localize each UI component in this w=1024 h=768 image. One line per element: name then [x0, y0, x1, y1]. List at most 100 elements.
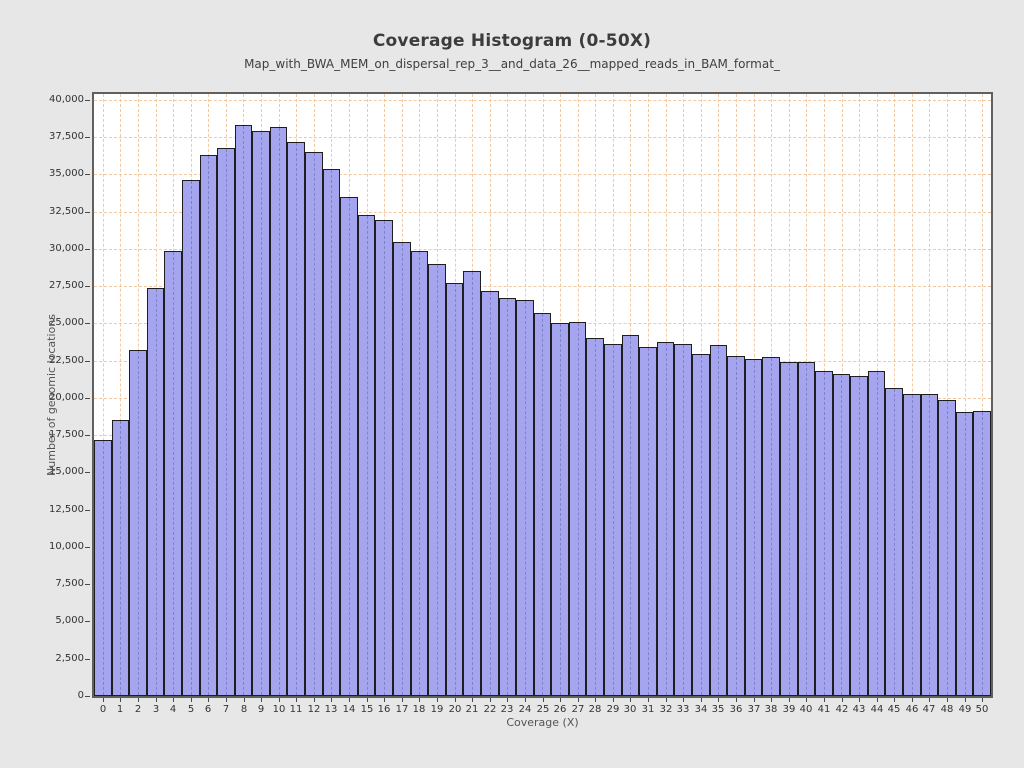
plot-area: [92, 92, 993, 698]
x-tick-mark: [279, 698, 280, 702]
x-tick-mark: [472, 698, 473, 702]
histogram-bar: [199, 155, 218, 696]
histogram-bar: [164, 251, 182, 696]
x-axis-title: Coverage (X): [506, 716, 579, 729]
y-tick-label: 10,000: [49, 541, 84, 552]
y-tick-label: 15,000: [49, 466, 84, 477]
y-tick-mark: [85, 659, 90, 660]
x-tick-label: 16: [377, 704, 391, 715]
x-tick-label: 36: [729, 704, 743, 715]
x-tick-label: 5: [187, 704, 195, 715]
histogram-bar: [129, 350, 147, 696]
y-tick-mark: [85, 584, 90, 585]
x-tick-mark: [191, 698, 192, 702]
histogram-bar: [428, 263, 446, 696]
histogram-bar: [797, 362, 816, 696]
x-tick-label: 44: [870, 704, 884, 715]
x-tick-mark: [842, 698, 843, 702]
histogram-bar: [762, 357, 780, 696]
histogram-bar: [568, 322, 587, 696]
histogram-bar: [111, 419, 130, 696]
x-tick-label: 43: [852, 704, 866, 715]
histogram-bar: [287, 142, 306, 696]
histogram-bar: [955, 412, 974, 696]
y-tick-mark: [85, 398, 90, 399]
x-tick-mark: [349, 698, 350, 702]
histogram-bar: [903, 394, 921, 696]
x-tick-mark: [314, 698, 315, 702]
x-tick-label: 47: [922, 704, 936, 715]
histogram-bar: [252, 130, 270, 696]
x-tick-label: 10: [272, 704, 286, 715]
histogram-bar: [234, 125, 253, 696]
x-tick-label: 23: [500, 704, 514, 715]
x-tick-label: 50: [975, 704, 989, 715]
y-tick-label: 20,000: [49, 392, 84, 403]
x-tick-mark: [261, 698, 262, 702]
histogram-bar: [656, 342, 675, 696]
histogram-bar: [709, 345, 728, 696]
histogram-bar: [973, 411, 991, 696]
x-tick-label: 40: [799, 704, 813, 715]
y-tick-label: 30,000: [49, 243, 84, 254]
x-tick-mark: [560, 698, 561, 702]
x-tick-mark: [138, 698, 139, 702]
x-tick-mark: [244, 698, 245, 702]
x-gridline: [102, 94, 104, 696]
x-tick-label: 27: [571, 704, 585, 715]
histogram-bar: [938, 400, 956, 696]
x-gridline: [120, 94, 122, 696]
x-tick-mark: [789, 698, 790, 702]
y-tick-mark: [85, 100, 90, 101]
y-tick-mark: [85, 547, 90, 548]
y-tick-label: 25,000: [49, 317, 84, 328]
x-tick-label: 21: [465, 704, 479, 715]
x-tick-mark: [736, 698, 737, 702]
x-tick-mark: [384, 698, 385, 702]
x-tick-label: 1: [116, 704, 124, 715]
histogram-bar: [305, 152, 323, 696]
y-tick-label: 35,000: [49, 168, 84, 179]
histogram-bar: [340, 196, 358, 696]
x-tick-mark: [367, 698, 368, 702]
x-tick-mark: [806, 698, 807, 702]
y-tick-mark: [85, 174, 90, 175]
y-tick-mark: [85, 435, 90, 436]
histogram-bar: [867, 371, 886, 696]
y-tick-label: 0: [77, 690, 84, 701]
x-tick-label: 31: [641, 704, 655, 715]
x-tick-label: 45: [887, 704, 901, 715]
histogram-bar: [146, 287, 165, 696]
x-tick-label: 24: [518, 704, 532, 715]
histogram-bar: [551, 323, 569, 696]
x-tick-label: 48: [940, 704, 954, 715]
y-tick-mark: [85, 137, 90, 138]
y-tick-mark: [85, 212, 90, 213]
x-tick-label: 49: [958, 704, 972, 715]
histogram-bar: [269, 126, 288, 696]
x-tick-label: 33: [676, 704, 690, 715]
x-tick-label: 28: [588, 704, 602, 715]
x-tick-label: 11: [289, 704, 303, 715]
histogram-bar: [586, 337, 605, 696]
x-tick-mark: [173, 698, 174, 702]
histogram-bar: [498, 298, 517, 696]
histogram-bar: [480, 291, 499, 696]
y-tick-mark: [85, 621, 90, 622]
x-tick-mark: [912, 698, 913, 702]
x-tick-label: 25: [536, 704, 550, 715]
x-tick-mark: [877, 698, 878, 702]
x-tick-mark: [824, 698, 825, 702]
histogram-bar: [375, 219, 393, 696]
histogram-bar: [357, 214, 376, 696]
x-tick-label: 19: [430, 704, 444, 715]
histogram-bar: [516, 299, 534, 696]
y-tick-mark: [85, 510, 90, 511]
y-tick-label: 22,500: [49, 355, 84, 366]
x-tick-mark: [666, 698, 667, 702]
x-tick-mark: [894, 698, 895, 702]
x-tick-label: 8: [240, 704, 248, 715]
x-tick-label: 32: [659, 704, 673, 715]
x-tick-mark: [507, 698, 508, 702]
